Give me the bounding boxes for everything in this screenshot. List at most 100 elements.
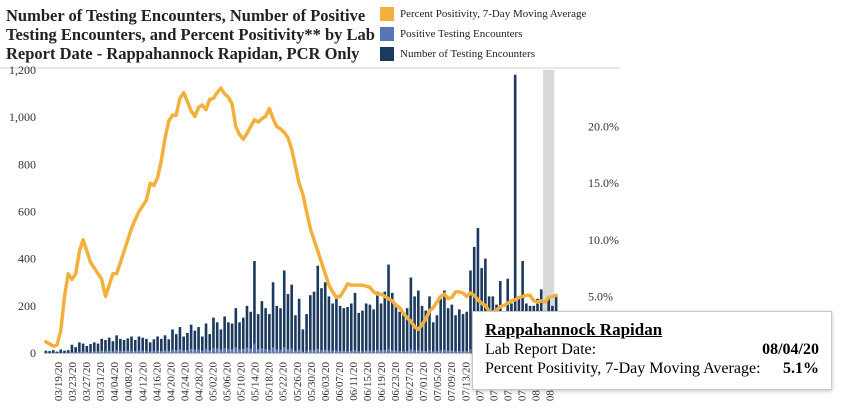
- positive-bar: [219, 349, 223, 353]
- total-bar: [357, 312, 361, 353]
- positive-bar: [398, 351, 402, 353]
- total-bar: [431, 322, 435, 353]
- tooltip: Rappahannock Rapidan Lab Report Date: 08…: [472, 311, 832, 390]
- positive-bar: [428, 350, 431, 353]
- total-bar: [215, 322, 219, 353]
- total-bar: [420, 305, 424, 353]
- x-tick-label: 07/05/20: [432, 362, 444, 402]
- legend-item-positive[interactable]: Positive Testing Encounters: [380, 24, 620, 44]
- total-bar: [327, 296, 331, 353]
- total-bar: [469, 270, 472, 353]
- x-tick-label: 04/16/20: [151, 362, 163, 402]
- positive-bar: [182, 350, 185, 353]
- total-bar: [320, 288, 323, 353]
- positive-bar: [349, 350, 353, 353]
- positive-bar: [238, 349, 241, 353]
- legend-swatch-icon: [380, 7, 394, 21]
- tooltip-row-positivity: Percent Positivity, 7-Day Moving Average…: [485, 359, 819, 378]
- total-bar: [59, 349, 63, 353]
- total-bar: [133, 340, 137, 353]
- x-tick-label: 03/31/20: [95, 362, 107, 402]
- positive-bar: [130, 350, 133, 353]
- positive-bar: [465, 351, 469, 353]
- total-bar: [55, 351, 59, 353]
- positive-bar: [320, 349, 323, 353]
- total-bar: [405, 308, 409, 353]
- positive-bar: [457, 350, 461, 353]
- y-tick-label: 1,200: [9, 63, 36, 77]
- total-bar: [417, 290, 420, 353]
- total-bar: [264, 308, 267, 353]
- total-bar: [294, 315, 297, 353]
- total-bar: [219, 329, 223, 353]
- total-bar: [152, 339, 156, 353]
- total-bar: [461, 314, 465, 353]
- total-bar: [174, 334, 178, 353]
- positive-bar: [372, 350, 375, 353]
- positive-bar: [297, 349, 301, 353]
- total-bar: [446, 308, 450, 353]
- total-bar: [130, 336, 133, 353]
- positive-bar: [107, 350, 111, 353]
- x-tick-label: 03/27/20: [81, 362, 93, 402]
- total-bar: [48, 351, 51, 353]
- total-bar: [111, 341, 115, 353]
- x-tick-label: 03/19/20: [53, 362, 65, 402]
- total-bar: [342, 308, 346, 353]
- total-bar: [253, 261, 256, 353]
- x-tick-label: 05/18/20: [264, 362, 276, 402]
- total-bar: [312, 291, 316, 353]
- positive-bar: [100, 350, 104, 353]
- highlight-band-rect: [543, 70, 555, 353]
- total-bar: [383, 291, 387, 353]
- legend-item-total[interactable]: Number of Testing Encounters: [380, 44, 620, 64]
- positive-bar: [361, 350, 364, 353]
- positive-bar: [197, 349, 200, 353]
- positive-bar: [264, 348, 267, 353]
- positive-bar: [189, 348, 193, 353]
- positive-bar: [193, 349, 197, 353]
- total-bar: [271, 282, 275, 353]
- total-bar: [465, 311, 469, 353]
- total-bar: [163, 335, 167, 353]
- total-bar: [137, 336, 141, 353]
- positive-bar: [256, 348, 260, 353]
- total-bar: [443, 290, 446, 353]
- total-bar: [256, 314, 260, 353]
- positive-bar: [122, 350, 126, 353]
- y-tick-label: 200: [18, 299, 36, 313]
- total-bar: [309, 295, 312, 353]
- positive-bar: [409, 349, 413, 353]
- positive-bar: [78, 351, 81, 353]
- positive-bar: [279, 349, 282, 353]
- total-bar: [171, 329, 174, 353]
- positive-bar: [174, 350, 178, 353]
- total-bar: [390, 292, 394, 353]
- total-bar: [282, 270, 286, 353]
- positive-bar: [212, 347, 215, 353]
- y-tick-label: 600: [18, 205, 36, 219]
- legend-swatch-icon: [380, 47, 394, 61]
- total-bar: [178, 327, 182, 353]
- positive-bar: [133, 350, 137, 353]
- legend-item-positivity[interactable]: Percent Positivity, 7-Day Moving Average: [380, 4, 620, 24]
- x-tick-label: 04/28/20: [193, 362, 205, 402]
- total-bar: [148, 342, 152, 353]
- positive-bar: [357, 351, 361, 353]
- positive-bar: [137, 350, 141, 353]
- positive-bar: [152, 350, 156, 353]
- positive-bar: [234, 347, 238, 353]
- positive-bar: [331, 350, 334, 353]
- total-bar: [230, 323, 234, 353]
- x-tick-label: 05/22/20: [278, 362, 290, 402]
- positive-bar: [327, 350, 331, 353]
- positive-bar: [245, 347, 249, 353]
- legend-label: Positive Testing Encounters: [400, 28, 523, 40]
- positive-bar: [446, 350, 450, 353]
- positive-bar: [286, 348, 290, 353]
- legend-label: Number of Testing Encounters: [400, 48, 535, 60]
- positive-bar: [461, 351, 465, 353]
- total-bar: [66, 350, 70, 353]
- total-bar: [212, 317, 215, 353]
- x-tick-label: 05/06/20: [222, 362, 234, 402]
